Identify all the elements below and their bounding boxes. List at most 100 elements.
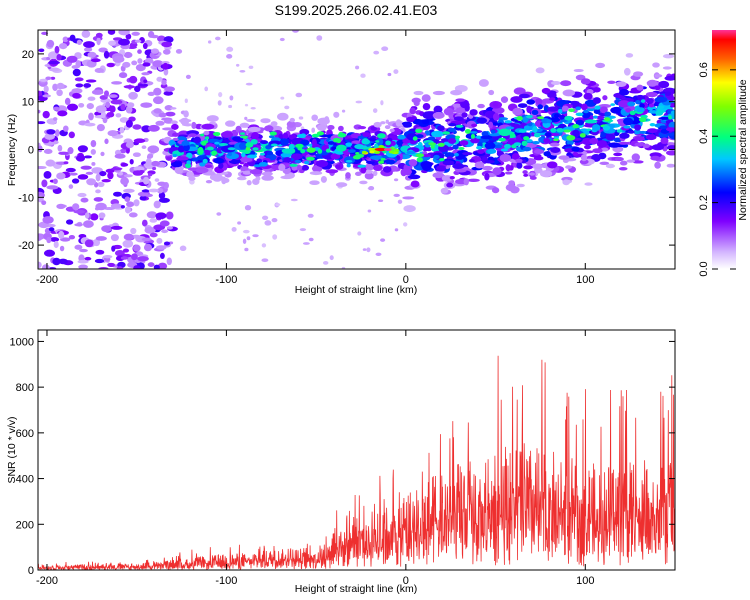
heatmap-blob — [131, 31, 140, 36]
heatmap-blob — [378, 199, 384, 202]
heatmap-blob — [410, 180, 420, 188]
heatmap-blob — [397, 134, 406, 140]
heatmap-blob — [125, 141, 134, 149]
heatmap-blob — [88, 112, 94, 121]
heatmap-blob — [69, 34, 76, 42]
heatmap-blob — [78, 102, 85, 108]
heatmap-blob — [133, 244, 141, 252]
heatmap-blob — [499, 154, 512, 162]
heatmap-blob — [38, 48, 45, 53]
heatmap-blob — [201, 123, 215, 130]
colorbar-tick-label: 0.6 — [698, 62, 710, 77]
heatmap-blob — [415, 134, 424, 139]
heatmap-blob — [309, 180, 320, 186]
heatmap-blob — [329, 255, 334, 261]
heatmap-blob — [139, 195, 147, 201]
heatmap-blob — [631, 153, 640, 162]
heatmap-blob — [375, 140, 380, 143]
heatmap-blob — [377, 133, 386, 139]
heatmap-blob — [87, 51, 97, 58]
heatmap-blob — [143, 79, 148, 83]
heatmap-blob — [68, 184, 74, 189]
heatmap-blob — [583, 92, 593, 100]
heatmap-blob — [161, 41, 173, 48]
heatmap-blob — [170, 120, 178, 125]
heatmap-blob — [378, 160, 385, 164]
heatmap-blob — [90, 213, 99, 221]
heatmap-blob — [48, 60, 60, 65]
heatmap-blob — [666, 163, 675, 168]
heatmap-blob — [393, 193, 400, 198]
heatmap-blob — [153, 200, 161, 209]
heatmap-blob — [610, 103, 616, 106]
heatmap-blob — [159, 252, 165, 260]
heatmap-blob — [544, 132, 552, 137]
heatmap-blob — [284, 105, 290, 110]
x-tick-label: 0 — [403, 575, 409, 587]
heatmap-blob — [595, 62, 606, 69]
heatmap-blob — [452, 163, 465, 169]
heatmap-blob — [415, 128, 423, 134]
heatmap-blob — [503, 143, 512, 149]
heatmap-blob — [654, 161, 661, 169]
heatmap-blob — [137, 256, 149, 262]
heatmap-blob — [56, 53, 62, 61]
snr-xlabel: Height of straight line (km) — [295, 583, 418, 595]
heatmap-blob — [123, 174, 133, 178]
heatmap-blob — [278, 163, 286, 172]
heatmap-blob — [153, 108, 162, 114]
heatmap-blob — [63, 125, 69, 132]
heatmap-blob — [572, 123, 580, 129]
heatmap-blob — [43, 85, 49, 93]
heatmap-blob — [393, 178, 399, 182]
heatmap-blob — [550, 146, 561, 154]
heatmap-blob — [420, 161, 433, 169]
heatmap-blob — [118, 38, 130, 46]
heatmap-blob — [380, 238, 386, 242]
heatmap-blob — [246, 158, 253, 162]
heatmap-blob — [83, 83, 92, 88]
heatmap-blob — [322, 261, 329, 265]
heatmap-blob — [66, 55, 78, 63]
heatmap-blob — [488, 121, 494, 129]
heatmap-blob — [533, 132, 541, 138]
heatmap-blob — [491, 187, 500, 194]
heatmap-blob — [46, 39, 55, 48]
heatmap-blob — [430, 144, 436, 149]
heatmap-blob — [205, 179, 213, 184]
heatmap-blob — [311, 127, 316, 133]
heatmap-blob — [335, 182, 348, 188]
heatmap-blob — [122, 61, 131, 68]
heatmap-blob — [299, 228, 307, 232]
heatmap-blob — [90, 140, 97, 148]
heatmap-blob — [123, 188, 135, 193]
heatmap-blob — [467, 178, 480, 183]
heatmap-blob — [335, 164, 341, 169]
heatmap-blob — [623, 117, 634, 126]
heatmap-blob — [431, 130, 444, 138]
heatmap-blob — [133, 265, 141, 269]
heatmap-blob — [264, 220, 272, 226]
heatmap-blob — [42, 110, 50, 119]
y-tick-label: 800 — [16, 382, 34, 394]
heatmap-blob — [562, 179, 570, 186]
heatmap-blob — [60, 237, 71, 242]
heatmap-blob — [74, 244, 83, 250]
x-tick-label: -200 — [36, 575, 58, 587]
heatmap-blob — [111, 245, 116, 252]
heatmap-blob — [390, 140, 396, 146]
heatmap-blob — [403, 205, 416, 213]
heatmap-blob — [416, 157, 423, 163]
heatmap-blob — [106, 62, 115, 68]
heatmap-blob — [291, 153, 303, 160]
heatmap-blob — [492, 167, 502, 176]
heatmap-blob — [385, 159, 392, 165]
heatmap-blob — [161, 60, 170, 65]
heatmap-blob — [38, 121, 46, 125]
heatmap-blob — [95, 173, 101, 182]
heatmap-blob — [498, 128, 512, 137]
heatmap-blob — [101, 178, 111, 183]
heatmap-blob — [261, 171, 273, 176]
